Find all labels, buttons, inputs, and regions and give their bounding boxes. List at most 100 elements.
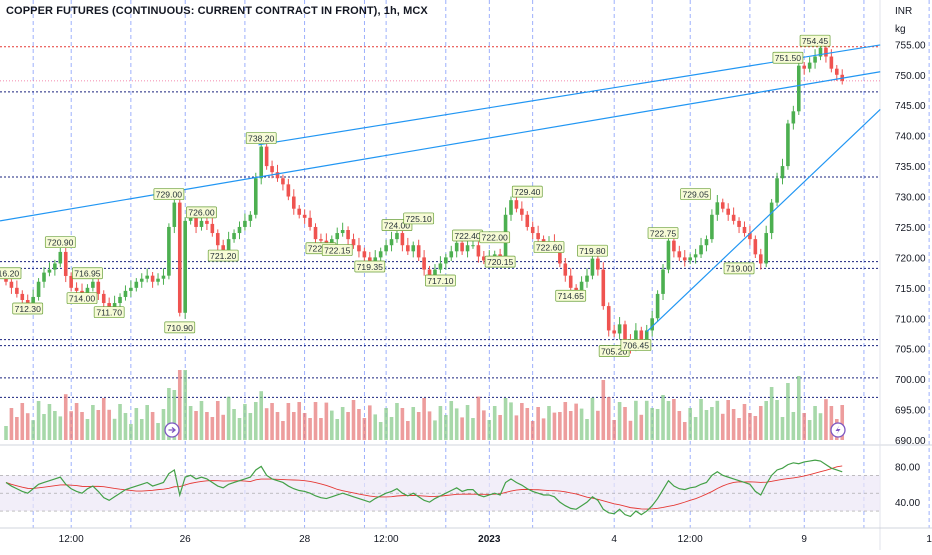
volume-bar [704, 410, 709, 440]
annotation-box [799, 34, 831, 47]
volume-bar [688, 408, 692, 440]
price-axis[interactable]: 690.00 695.00 700.00 705.00 710.00 715.00 720.… [895, 6, 926, 447]
candle-body [541, 239, 546, 242]
volume-bar [514, 415, 519, 440]
annotation-box [403, 212, 435, 225]
candle-body [194, 214, 198, 227]
volume-bar [351, 400, 356, 440]
candle-body [438, 263, 443, 270]
price-annotation: 714.65 [555, 289, 587, 302]
annotation-box [425, 274, 456, 287]
candle-body [156, 278, 160, 282]
rsi-tick-label: 80.00 [895, 462, 920, 473]
volume-bar [764, 401, 768, 440]
candle-body [226, 239, 231, 251]
volume-bar [807, 420, 812, 440]
candle-body [308, 217, 312, 227]
volume-bar [139, 419, 144, 440]
volume-bar [384, 408, 388, 440]
volume-bar [802, 413, 807, 440]
volume-bar [422, 398, 426, 440]
candle-body [731, 214, 736, 221]
annotation-label: 714.00 [69, 294, 96, 304]
volume-bar [612, 420, 616, 440]
candle-body [525, 214, 530, 227]
candle-body [210, 223, 215, 234]
candle-body [834, 68, 839, 75]
volume-bar [644, 400, 649, 440]
rsi-pane[interactable]: 40.00 80.00 [0, 459, 920, 518]
annotation-label: 721.20 [210, 251, 237, 261]
candle-body [655, 293, 660, 319]
replay-icon[interactable] [164, 422, 180, 438]
y-tick-label: 715.00 [895, 284, 926, 295]
candle-body [623, 324, 627, 340]
annotation-box [533, 241, 565, 253]
volume-bar [547, 406, 551, 440]
annotation-box [321, 244, 353, 256]
volume-bar [590, 397, 595, 440]
rsi-ma-line [5, 465, 843, 510]
volume-bar [357, 409, 361, 440]
rsi-line [5, 459, 843, 518]
volume-bar [15, 417, 19, 440]
annotation-label: 716.95 [74, 269, 101, 279]
x-tick-label: 1 [926, 534, 932, 545]
volume-bar [368, 405, 372, 440]
volume-bar [47, 404, 52, 440]
annotation-box [0, 267, 22, 280]
y-tick-label: 750.00 [895, 71, 926, 82]
candles[interactable] [4, 42, 845, 354]
lightning-icon[interactable] [830, 422, 846, 438]
candle-body [373, 257, 378, 262]
candle-body [536, 233, 540, 240]
candle-body [775, 178, 779, 203]
volume-bar [221, 414, 225, 440]
candle-body [471, 245, 475, 247]
volume-bar [628, 420, 633, 440]
annotation-box [772, 51, 804, 64]
volume-bar [313, 402, 318, 440]
volume-bar [118, 404, 122, 440]
volume-bar [471, 418, 475, 440]
time-axis[interactable]: 12:00 26 28 12:00 2023 4 12:00 9 1 [0, 527, 932, 545]
candle-body [25, 300, 30, 305]
price-annotation: 722.40 [452, 229, 483, 242]
volume-bar [520, 403, 524, 440]
annotation-box [680, 188, 711, 200]
annotation-label: 726.00 [188, 208, 215, 218]
volume-bar [145, 405, 149, 440]
annotation-box [72, 267, 103, 280]
candle-body [9, 281, 14, 288]
volume-bar [650, 408, 654, 440]
volume-bar [525, 408, 530, 440]
volume-bar [36, 401, 41, 440]
annotation-label: 751.50 [775, 53, 802, 63]
volume-bar [552, 412, 557, 440]
candle-body [460, 242, 464, 252]
candle-body [568, 275, 573, 288]
x-tick-label: 9 [801, 534, 807, 545]
volume-bar [563, 402, 568, 440]
chart-icons[interactable] [164, 422, 846, 438]
volume-bar [731, 409, 736, 440]
annotation-box [207, 249, 239, 262]
volume-bar [753, 416, 758, 440]
volume-bar [253, 402, 258, 440]
candle-body [259, 146, 264, 179]
volume-bar [748, 413, 752, 440]
candle-body [172, 202, 177, 227]
volume-bar [460, 417, 464, 440]
candle-body [710, 214, 714, 240]
x-tick-label: 4 [611, 534, 617, 545]
annotation-label: 722.75 [308, 244, 335, 254]
annotation-box [12, 302, 44, 315]
volume-bar [42, 414, 46, 440]
price-annotation: 710.90 [164, 321, 196, 334]
volume-bar [568, 411, 573, 440]
y-tick-label: 735.00 [895, 162, 926, 173]
annotation-label: 720.90 [47, 238, 74, 248]
volume-bar [596, 410, 600, 440]
